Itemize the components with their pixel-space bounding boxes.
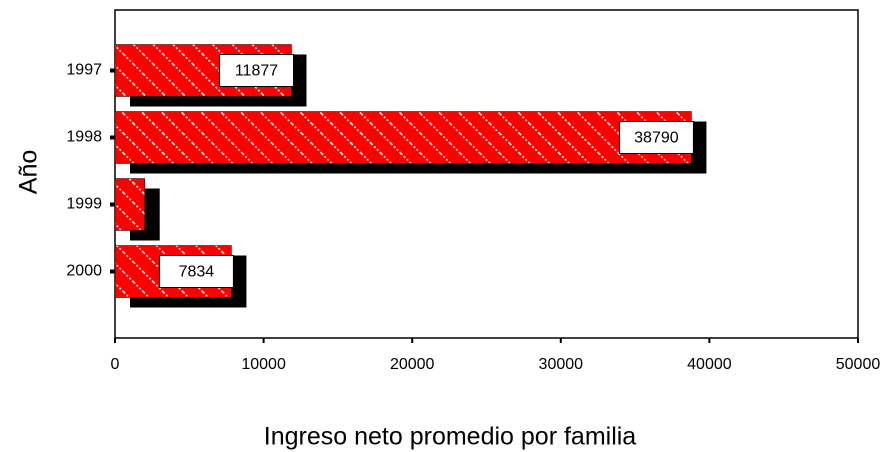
value-label-box <box>618 121 694 154</box>
x-tick-label: 30000 <box>539 356 584 373</box>
y-tick-label: 1999 <box>66 196 102 213</box>
x-tick-label: 40000 <box>687 356 732 373</box>
y-tick <box>110 68 115 73</box>
bar <box>114 111 692 164</box>
x-tick-label: 10000 <box>241 356 286 373</box>
plot-frame <box>114 9 859 339</box>
bar <box>114 178 145 231</box>
value-label: 7834 <box>179 264 215 281</box>
y-tick-label: 1997 <box>66 62 102 79</box>
x-tick-label: 20000 <box>390 356 435 373</box>
y-tick <box>110 135 115 140</box>
y-tick-label: 1998 <box>66 129 102 146</box>
x-tick-label: 50000 <box>836 356 881 373</box>
x-tick-label: 0 <box>111 356 120 373</box>
y-axis-label: Año <box>15 150 43 194</box>
value-label: 11877 <box>235 63 278 80</box>
x-axis-label: Ingreso neto promedio por familia <box>264 423 637 451</box>
y-tick <box>110 269 115 274</box>
value-label-box <box>158 255 234 288</box>
y-tick <box>110 202 115 207</box>
y-tick-label: 2000 <box>66 263 102 280</box>
value-label-box <box>218 54 294 87</box>
value-label: 38790 <box>634 130 679 147</box>
